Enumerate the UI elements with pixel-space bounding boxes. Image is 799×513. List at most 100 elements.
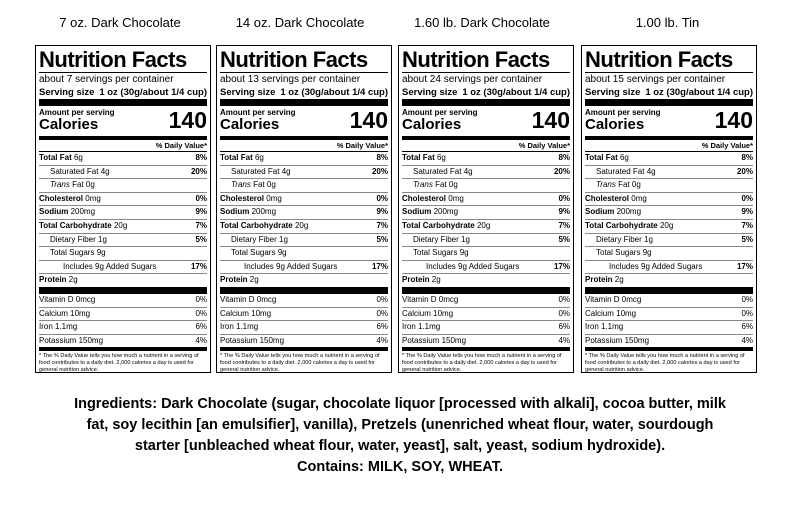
iron-dv: 6% (558, 322, 570, 332)
serving-size-value: 1 oz (30g/about 1/4 cup) (462, 87, 570, 98)
row-iron: Iron 1.1mg 6% (220, 321, 388, 335)
protein-label: Protein (402, 275, 430, 285)
trans-fat-label: Trans (596, 180, 616, 190)
protein-amount: 2g (614, 275, 624, 285)
cholesterol-label: Cholesterol (402, 193, 447, 203)
calories-block: Amount per serving Calories 140 (220, 106, 388, 140)
saturated-fat-label: Saturated Fat 4g (50, 166, 110, 176)
carbohydrate-amount: 20g (294, 220, 309, 230)
vitamin-d-dv: 0% (376, 294, 388, 304)
row-cholesterol: Cholesterol 0mg 0% (585, 193, 753, 207)
total-fat-dv: 8% (195, 153, 207, 162)
row-iron: Iron 1.1mg 6% (39, 321, 207, 335)
carbohydrate-amount: 20g (659, 220, 674, 230)
row-total-sugars: Total Sugars 9g (402, 247, 570, 261)
cholesterol-dv: 0% (741, 193, 753, 203)
serving-size: Serving size 1 oz (30g/about 1/4 cup) (402, 86, 570, 106)
protein-amount: 2g (68, 275, 78, 285)
vitamin-d-label: Vitamin D 0mcg (39, 294, 96, 304)
sodium-dv: 9% (376, 207, 388, 217)
sodium-dv: 9% (195, 207, 207, 217)
row-trans-fat: Trans Fat 0g (39, 179, 207, 193)
row-total-sugars: Total Sugars 9g (220, 247, 388, 261)
row-protein: Protein 2g (220, 274, 388, 294)
row-added-sugars: Includes 9g Added Sugars 17% (402, 261, 570, 275)
daily-value-footnote: * The % Daily Value tells you how much a… (585, 353, 745, 374)
row-total-carbohydrate: Total Carbohydrate 20g 7% (585, 220, 753, 234)
row-cholesterol: Cholesterol 0mg 0% (220, 193, 388, 207)
row-saturated-fat: Saturated Fat 4g 20% (585, 166, 753, 180)
calories-value: 140 (531, 107, 570, 133)
dietary-fiber-dv: 5% (195, 234, 207, 244)
iron-dv: 6% (741, 322, 753, 332)
nutrition-facts-title: Nutrition Facts (39, 47, 187, 72)
nutrition-facts-title: Nutrition Facts (585, 47, 733, 72)
carbohydrate-label: Total Carbohydrate (39, 220, 112, 230)
calcium-label: Calcium 10mg (585, 308, 637, 318)
sodium-amount: 200mg (616, 207, 642, 217)
cholesterol-label: Cholesterol (585, 193, 630, 203)
row-trans-fat: Trans Fat 0g (402, 179, 570, 193)
vitamin-d-dv: 0% (741, 294, 753, 304)
added-sugars-label: Includes 9g Added Sugars (609, 261, 703, 271)
row-protein: Protein 2g (402, 274, 570, 294)
cholesterol-dv: 0% (195, 193, 207, 203)
calcium-dv: 0% (195, 308, 207, 318)
sodium-label: Sodium (220, 207, 250, 217)
sodium-amount: 200mg (433, 207, 459, 217)
iron-dv: 6% (376, 322, 388, 332)
saturated-fat-label: Saturated Fat 4g (231, 166, 291, 176)
row-potassium: Potassium 150mg 4% (585, 335, 753, 352)
row-calcium: Calcium 10mg 0% (585, 308, 753, 322)
calories-block: Amount per serving Calories 140 (585, 106, 753, 140)
daily-value-header: % Daily Value* (585, 140, 753, 152)
heading-160lb: 1.60 lb. Dark Chocolate (414, 15, 550, 30)
sodium-label: Sodium (402, 207, 432, 217)
row-cholesterol: Cholesterol 0mg 0% (402, 193, 570, 207)
serving-size: Serving size 1 oz (30g/about 1/4 cup) (585, 86, 753, 106)
added-sugars-label: Includes 9g Added Sugars (426, 261, 520, 271)
row-total-fat: Total Fat 6g 8% (402, 152, 570, 166)
carbohydrate-label: Total Carbohydrate (402, 220, 475, 230)
calories-value: 140 (349, 107, 388, 133)
row-calcium: Calcium 10mg 0% (402, 308, 570, 322)
total-fat-amount: 6g (619, 153, 629, 162)
sodium-amount: 200mg (251, 207, 277, 217)
daily-value-header: % Daily Value* (39, 140, 207, 152)
ingredients-line: fat, soy lecithin [an emulsifier], vanil… (86, 417, 714, 433)
row-dietary-fiber: Dietary Fiber 1g 5% (39, 234, 207, 248)
sodium-amount: 200mg (70, 207, 96, 217)
added-sugars-dv: 17% (736, 261, 753, 271)
dietary-fiber-dv: 5% (376, 234, 388, 244)
total-sugars-label: Total Sugars 9g (231, 248, 287, 258)
calories-label: Calories (585, 116, 645, 133)
row-vitamin-d: Vitamin D 0mcg 0% (585, 294, 753, 308)
total-fat-amount: 6g (436, 153, 446, 162)
nutrition-facts-panel: Nutrition Facts about 15 servings per co… (581, 45, 757, 373)
calcium-dv: 0% (376, 308, 388, 318)
total-fat-label: Total Fat (39, 153, 72, 162)
sodium-dv: 9% (558, 207, 570, 217)
calcium-label: Calcium 10mg (220, 308, 272, 318)
row-total-sugars: Total Sugars 9g (39, 247, 207, 261)
protein-label: Protein (39, 275, 67, 285)
total-fat-label: Total Fat (402, 153, 435, 162)
saturated-fat-dv: 20% (190, 166, 207, 176)
total-sugars-label: Total Sugars 9g (596, 248, 652, 258)
amount-per-serving: Amount per serving (402, 108, 478, 117)
saturated-fat-dv: 20% (371, 166, 388, 176)
saturated-fat-dv: 20% (553, 166, 570, 176)
total-fat-dv: 8% (558, 153, 570, 162)
dietary-fiber-label: Dietary Fiber 1g (413, 234, 470, 244)
total-fat-amount: 6g (254, 153, 264, 162)
saturated-fat-label: Saturated Fat 4g (596, 166, 656, 176)
row-sodium: Sodium 200mg 9% (402, 206, 570, 220)
daily-value-footnote: * The % Daily Value tells you how much a… (220, 353, 380, 374)
row-trans-fat: Trans Fat 0g (585, 179, 753, 193)
row-cholesterol: Cholesterol 0mg 0% (39, 193, 207, 207)
calories-value: 140 (714, 107, 753, 133)
potassium-label: Potassium 150mg (585, 335, 650, 345)
dietary-fiber-label: Dietary Fiber 1g (231, 234, 288, 244)
serving-size-label: Serving size (220, 87, 276, 98)
servings-per-container: about 7 servings per container (39, 72, 207, 86)
